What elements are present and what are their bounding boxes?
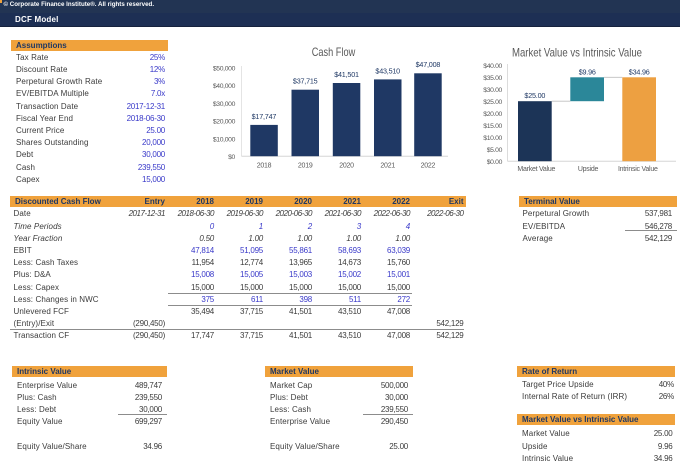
svg-text:2022: 2022: [421, 163, 436, 170]
svg-text:$9.96: $9.96: [579, 67, 596, 76]
svg-text:$30,000: $30,000: [213, 101, 236, 108]
svg-text:$41,501: $41,501: [334, 70, 359, 79]
svg-text:2021: 2021: [380, 163, 395, 170]
svg-text:$43,510: $43,510: [375, 66, 400, 75]
svg-text:$47,008: $47,008: [416, 60, 441, 69]
svg-text:$40.00: $40.00: [483, 63, 502, 70]
svg-text:$0.00: $0.00: [487, 159, 503, 166]
svg-text:$15.00: $15.00: [483, 123, 502, 130]
svg-text:Market Value vs Intrinsic Valu: Market Value vs Intrinsic Value: [512, 46, 642, 60]
svg-text:$10.00: $10.00: [483, 135, 502, 142]
svg-text:Market Value: Market Value: [517, 166, 555, 173]
svg-text:$30.00: $30.00: [483, 87, 502, 94]
svg-text:$37,715: $37,715: [293, 77, 318, 86]
svg-text:$25.00: $25.00: [524, 91, 545, 100]
svg-text:$25.00: $25.00: [483, 99, 502, 106]
svg-text:Intrinsic Value: Intrinsic Value: [618, 166, 658, 173]
svg-text:2020: 2020: [339, 163, 354, 170]
svg-text:$20.00: $20.00: [483, 111, 502, 118]
svg-text:$5.00: $5.00: [487, 147, 503, 154]
svg-text:2018: 2018: [257, 163, 272, 170]
svg-text:$35.00: $35.00: [483, 75, 502, 82]
svg-text:$0: $0: [228, 154, 235, 161]
svg-text:$34.96: $34.96: [629, 67, 650, 76]
svg-text:$40,000: $40,000: [213, 83, 236, 90]
svg-text:2019: 2019: [298, 163, 313, 170]
svg-text:$10,000: $10,000: [213, 136, 236, 143]
svg-text:$50,000: $50,000: [213, 66, 236, 73]
svg-text:$20,000: $20,000: [213, 119, 236, 126]
svg-text:Upside: Upside: [578, 166, 599, 173]
svg-text:Cash Flow: Cash Flow: [312, 45, 356, 59]
svg-text:$17,747: $17,747: [252, 112, 277, 121]
